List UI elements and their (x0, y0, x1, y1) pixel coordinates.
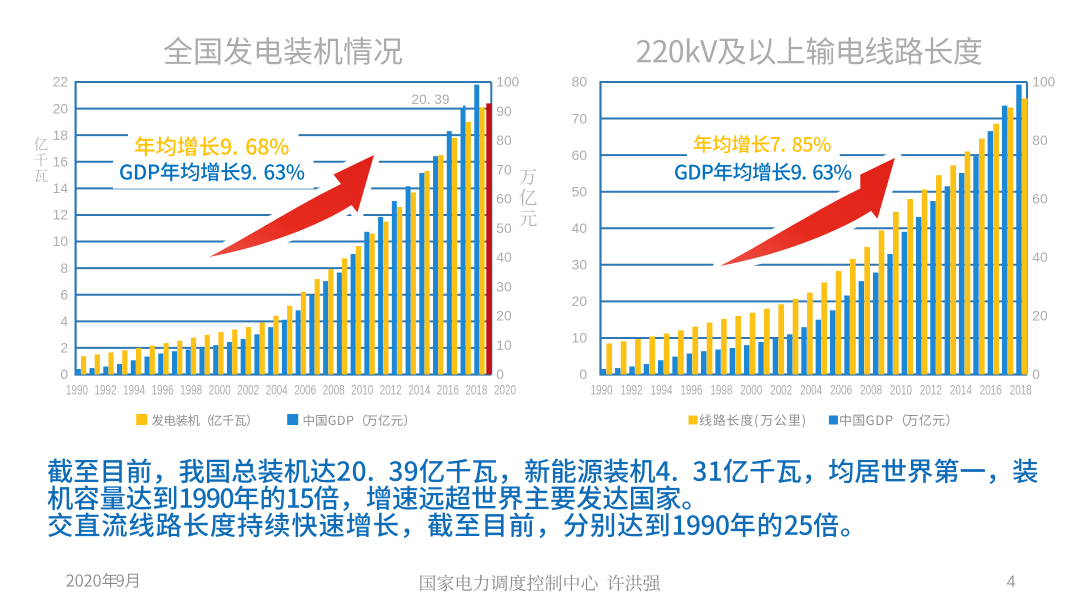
svg-text:70: 70 (572, 111, 588, 126)
svg-text:20: 20 (496, 309, 512, 324)
svg-text:2014: 2014 (950, 382, 972, 397)
svg-text:2: 2 (60, 341, 68, 356)
svg-text:1990: 1990 (66, 382, 88, 397)
svg-text:2008: 2008 (323, 382, 345, 397)
svg-text:1996: 1996 (152, 382, 174, 397)
svg-text:1998: 1998 (180, 382, 202, 397)
svg-text:2016: 2016 (980, 382, 1002, 397)
svg-text:0: 0 (496, 367, 504, 382)
svg-text:1992: 1992 (621, 382, 643, 397)
svg-text:0: 0 (60, 367, 68, 382)
svg-text:4: 4 (1007, 573, 1016, 591)
svg-text:60: 60 (1032, 192, 1048, 207)
svg-text:20. 39: 20. 39 (412, 91, 450, 107)
svg-text:2018: 2018 (465, 382, 487, 397)
svg-text:40: 40 (496, 250, 512, 265)
svg-text:2008: 2008 (860, 382, 882, 397)
svg-text:2006: 2006 (830, 382, 852, 397)
svg-text:1998: 1998 (710, 382, 732, 397)
svg-text:100: 100 (1032, 75, 1055, 90)
svg-text:20: 20 (53, 101, 69, 116)
svg-text:80: 80 (1032, 133, 1048, 148)
svg-text:2010: 2010 (890, 382, 912, 397)
svg-text:10: 10 (572, 331, 588, 346)
svg-text:1990: 1990 (591, 382, 613, 397)
svg-text:40: 40 (1032, 250, 1048, 265)
svg-text:2016: 2016 (437, 382, 459, 397)
svg-text:22: 22 (53, 75, 68, 90)
svg-text:50: 50 (572, 184, 588, 199)
svg-text:60: 60 (496, 192, 512, 207)
svg-text:14: 14 (53, 181, 69, 196)
svg-text:4: 4 (60, 314, 68, 329)
svg-text:100: 100 (496, 75, 519, 90)
svg-text:16: 16 (53, 155, 69, 170)
svg-text:1992: 1992 (95, 382, 117, 397)
svg-text:10: 10 (53, 234, 69, 249)
svg-text:2020: 2020 (494, 382, 516, 397)
svg-text:80: 80 (572, 75, 588, 90)
svg-text:2004: 2004 (266, 382, 288, 397)
svg-text:2018: 2018 (1010, 382, 1032, 397)
svg-text:90: 90 (496, 104, 512, 119)
svg-text:10: 10 (496, 338, 512, 353)
svg-text:40: 40 (572, 221, 588, 236)
svg-text:18: 18 (53, 128, 69, 143)
svg-text:2012: 2012 (920, 382, 942, 397)
svg-text:50: 50 (496, 221, 512, 236)
svg-text:2006: 2006 (294, 382, 316, 397)
svg-text:0: 0 (579, 367, 587, 382)
svg-text:60: 60 (572, 148, 588, 163)
svg-text:2000: 2000 (740, 382, 762, 397)
svg-text:2000: 2000 (209, 382, 231, 397)
svg-text:2002: 2002 (770, 382, 792, 397)
svg-text:0: 0 (1032, 367, 1040, 382)
svg-text:2004: 2004 (800, 382, 822, 397)
svg-text:2002: 2002 (237, 382, 259, 397)
svg-text:12: 12 (53, 208, 68, 223)
svg-text:70: 70 (496, 162, 512, 177)
svg-text:20: 20 (1032, 309, 1048, 324)
svg-text:2012: 2012 (380, 382, 402, 397)
svg-text:1996: 1996 (680, 382, 702, 397)
svg-text:2014: 2014 (408, 382, 430, 397)
svg-text:80: 80 (496, 133, 512, 148)
svg-text:30: 30 (496, 279, 512, 294)
svg-text:8: 8 (60, 261, 68, 276)
svg-text:20: 20 (572, 294, 588, 309)
svg-text:6: 6 (60, 287, 68, 302)
svg-text:30: 30 (572, 258, 588, 273)
svg-text:1994: 1994 (123, 382, 145, 397)
svg-text:1994: 1994 (651, 382, 673, 397)
svg-text:2010: 2010 (351, 382, 373, 397)
